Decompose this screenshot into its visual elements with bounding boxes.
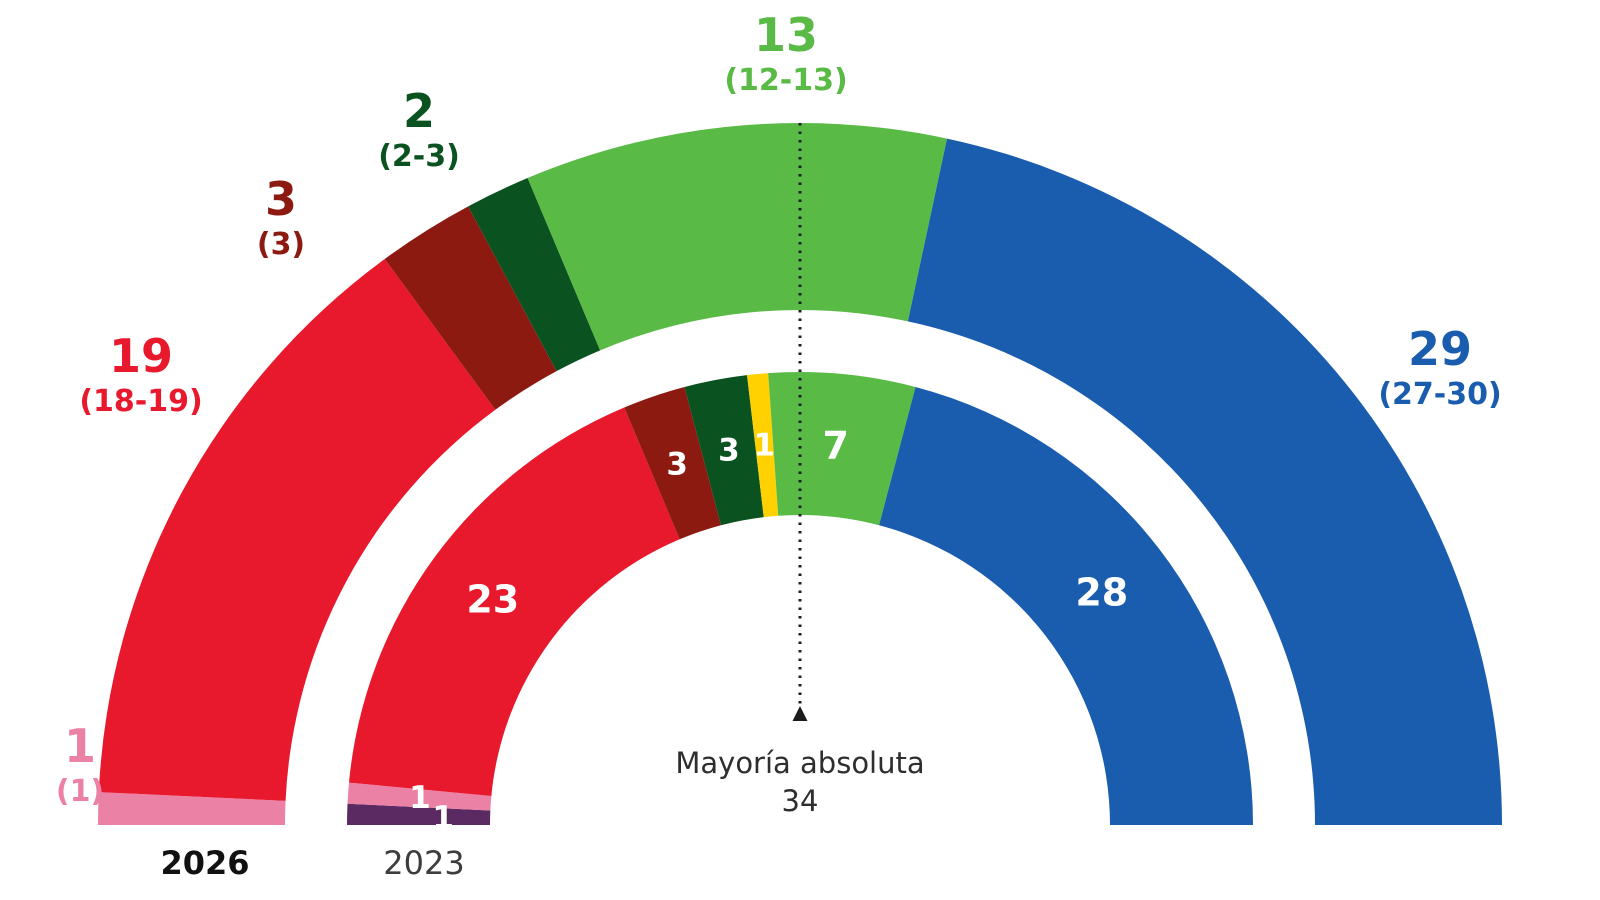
seats-range: (2-3) [378, 139, 460, 174]
seats-range: (18-19) [79, 384, 203, 419]
segment-2026-pink [98, 792, 286, 825]
ring-segments [98, 123, 1503, 826]
seats-value: 1 [63, 719, 97, 773]
segment-2026-red [98, 259, 496, 801]
seats-value: 29 [1407, 322, 1472, 376]
segment-2023-dark-green [684, 375, 764, 526]
seat-count-2023-red: 23 [466, 578, 519, 622]
year-label-2023: 2023 [383, 844, 465, 882]
segment-2023-green [768, 372, 916, 526]
majority-annotation: Mayoría absoluta 34 [675, 744, 924, 821]
seats-value: 2 [402, 84, 435, 138]
seat-count-2023-green: 7 [822, 424, 848, 468]
segment-2026-blue [907, 138, 1503, 826]
seat-count-2023-dark-green: 3 [718, 433, 740, 469]
majority-value: 34 [781, 784, 819, 819]
segment-2023-blue [879, 386, 1253, 825]
segment-2026-green [527, 123, 948, 351]
segment-2023-purple [347, 803, 491, 825]
outer-label-dark-red: 3 (3) [257, 176, 305, 260]
outer-label-pink: 1 (1) [56, 723, 104, 807]
seat-count-2023-blue: 28 [1075, 570, 1128, 614]
seats-value: 13 [753, 8, 818, 62]
majority-text: Mayoría absoluta [675, 746, 925, 780]
seats-value: 3 [264, 172, 298, 226]
seat-count-2023-pink: 1 [409, 780, 431, 816]
seat-count-2023-yellow: 1 [754, 428, 776, 464]
seats-range: (3) [256, 227, 306, 262]
year-label-2026: 2026 [160, 844, 250, 882]
majority-arrow-icon [792, 706, 808, 721]
seat-count-2023-purple: 1 [432, 800, 454, 836]
outer-label-green: 13 (12-13) [724, 12, 847, 96]
seats-value: 19 [108, 329, 173, 383]
seats-range: (12-13) [724, 63, 848, 98]
segment-2023-yellow [747, 373, 779, 518]
segment-2026-dark-red [384, 206, 557, 410]
outer-label-red: 19 (18-19) [79, 333, 202, 417]
segment-2026-dark-green [468, 178, 601, 372]
outer-label-blue: 29 (27-30) [1378, 326, 1501, 410]
segment-2023-red [348, 407, 680, 796]
seat-count-2023-dark-red: 3 [666, 446, 688, 482]
outer-label-dark-green: 2 (2-3) [378, 88, 460, 172]
segment-2023-dark-red [624, 386, 721, 540]
seats-range: (1) [55, 774, 105, 809]
segment-2023-pink [347, 782, 492, 811]
seats-range: (27-30) [1378, 377, 1502, 412]
